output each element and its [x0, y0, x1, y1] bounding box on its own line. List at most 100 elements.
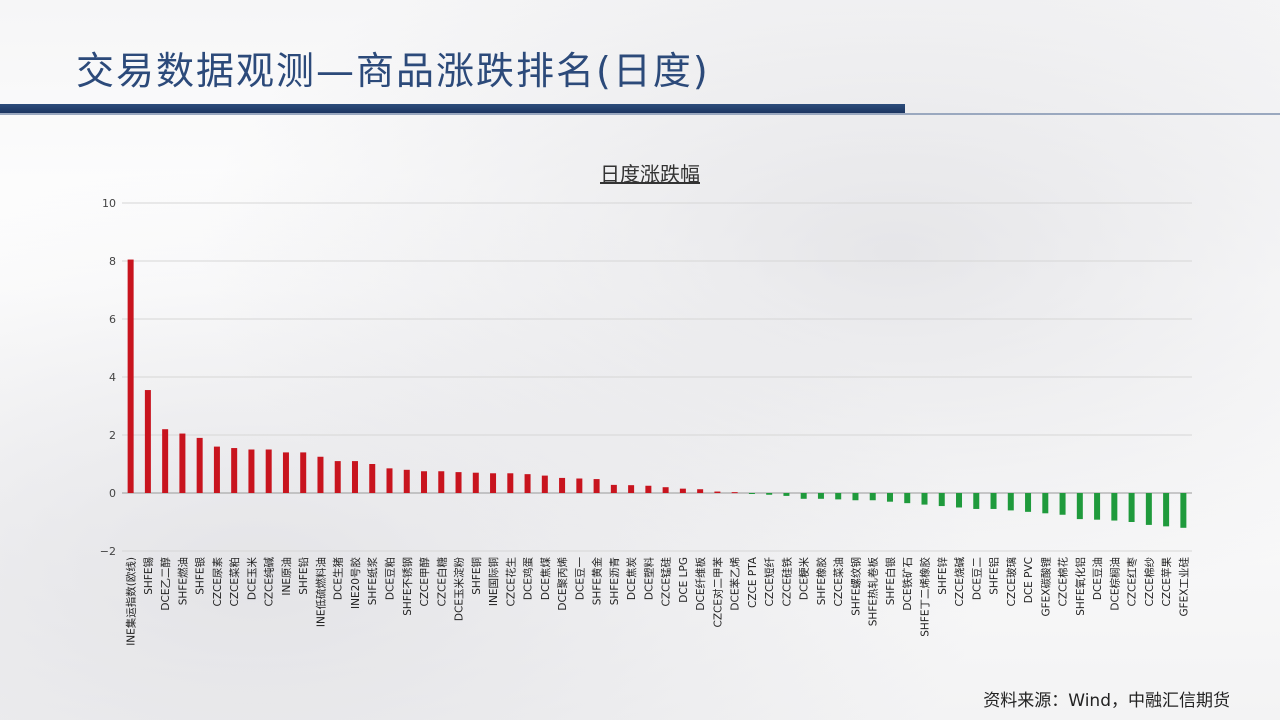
bar [144, 390, 151, 493]
bar [783, 493, 790, 496]
x-tick-label: DCE粳米 [798, 557, 811, 601]
title-underline-rule [0, 113, 1280, 115]
bar [282, 452, 289, 493]
bar [1059, 493, 1066, 515]
x-tick-label: SHFE氧化铝 [1074, 557, 1087, 616]
x-tick-label: DCE LPG [678, 557, 690, 603]
bar [438, 471, 445, 493]
y-tick-label: 2 [109, 429, 116, 442]
bar [1145, 493, 1152, 525]
bar [231, 448, 238, 493]
y-tick-label: 0 [109, 487, 116, 500]
x-tick-label: INE20号胶 [349, 557, 362, 609]
x-tick-label: INE原油 [280, 557, 293, 596]
x-tick-label: CZCE尿素 [211, 557, 224, 607]
x-tick-label: SHFE锡 [142, 557, 155, 595]
bar [869, 493, 876, 501]
x-tick-label: CZCE对二甲苯 [711, 557, 724, 628]
bar [956, 493, 963, 508]
x-tick-label: CZCE菜粕 [228, 557, 241, 607]
bar [628, 485, 635, 493]
y-tick-label: 10 [102, 197, 116, 210]
y-tick-label: 8 [109, 255, 116, 268]
bar [697, 489, 704, 493]
x-tick-label: DCE玉米淀粉 [453, 557, 466, 622]
bar [524, 474, 531, 493]
bar [507, 473, 514, 493]
bar [921, 493, 928, 505]
x-tick-label: CZCE棉纱 [1143, 557, 1156, 607]
bar [317, 456, 324, 493]
bar [886, 493, 893, 502]
x-tick-label: DCE玉米 [245, 557, 258, 601]
bar [593, 479, 600, 493]
x-tick-label: SHFE铝 [988, 557, 1001, 595]
bar [351, 461, 358, 493]
bar [490, 473, 497, 493]
x-tick-label: SHFE黄金 [591, 557, 604, 606]
x-tick-label: DCE纤维板 [694, 557, 707, 611]
bar [766, 493, 773, 495]
x-tick-label: SHFE不锈钢 [401, 557, 414, 616]
bar [127, 259, 134, 493]
bar [679, 488, 686, 493]
bar [576, 478, 583, 493]
x-tick-label: DCE鸡蛋 [522, 557, 535, 601]
bar [1025, 493, 1032, 512]
x-tick-label: CZCE PTA [747, 556, 759, 608]
x-tick-label: CZCE纯碱 [263, 557, 276, 607]
bar [990, 493, 997, 509]
bar [403, 469, 410, 493]
bar [852, 493, 859, 501]
bar [973, 493, 980, 509]
x-tick-label: DCE PVC [1023, 557, 1035, 603]
x-tick-label: SHFE银 [194, 557, 207, 595]
bar [904, 493, 911, 504]
x-tick-label: DCE豆粕 [384, 557, 397, 600]
bar [472, 472, 479, 493]
chart-title: 日度涨跌幅 [600, 162, 700, 186]
page-title: 交易数据观测—商品涨跌排名(日度) [76, 49, 710, 93]
x-tick-label: GFEX工业硅 [1177, 557, 1190, 617]
bar [610, 484, 617, 493]
x-tick-label: INE国际铜 [488, 557, 500, 606]
bar [559, 477, 566, 493]
x-tick-label: DCE乙二醇 [159, 557, 172, 611]
bar [541, 475, 548, 493]
x-tick-label: DCE焦炭 [625, 557, 638, 601]
x-tick-label: CZCE短纤 [763, 557, 776, 607]
bar [179, 433, 186, 493]
bar [265, 449, 272, 493]
bar [421, 471, 428, 493]
x-tick-label: SHFE沥青 [608, 557, 621, 605]
bar [800, 493, 807, 499]
x-tick-label: DCE塑料 [642, 557, 655, 601]
bar [645, 485, 652, 493]
x-tick-label: DCE焦煤 [539, 557, 552, 601]
bar [1111, 493, 1118, 521]
source-note: 资料来源：Wind，中融汇信期货 [983, 691, 1230, 711]
x-tick-label: CZCE烧碱 [953, 557, 966, 607]
x-tick-label: SHFE铜 [471, 557, 483, 595]
x-tick-label: SHFE热轧卷板 [867, 557, 880, 627]
x-tick-label: CZCE花生 [504, 557, 517, 607]
x-tick-label: SHFE丁二烯橡胶 [919, 557, 932, 637]
bar [1042, 493, 1049, 514]
bar [662, 487, 669, 493]
bar [196, 437, 203, 493]
bar [731, 492, 738, 494]
x-tick-label: CZCE苹果 [1160, 557, 1173, 607]
y-tick-label: −2 [100, 545, 116, 558]
x-tick-label: CZCE硅铁 [780, 557, 793, 607]
x-tick-label: SHFE燃油 [176, 557, 189, 605]
x-tick-label: CZCE锰硅 [660, 557, 673, 607]
x-tick-label: DCE聚丙烯 [556, 557, 569, 611]
x-tick-label: DCE豆二 [971, 557, 983, 600]
x-tick-label: DCE棕榈油 [1108, 557, 1121, 611]
bar [1128, 493, 1135, 522]
x-tick-label: DCE铁矿石 [901, 557, 914, 611]
x-tick-label: DCE豆油 [1091, 557, 1104, 600]
bar [938, 493, 945, 507]
